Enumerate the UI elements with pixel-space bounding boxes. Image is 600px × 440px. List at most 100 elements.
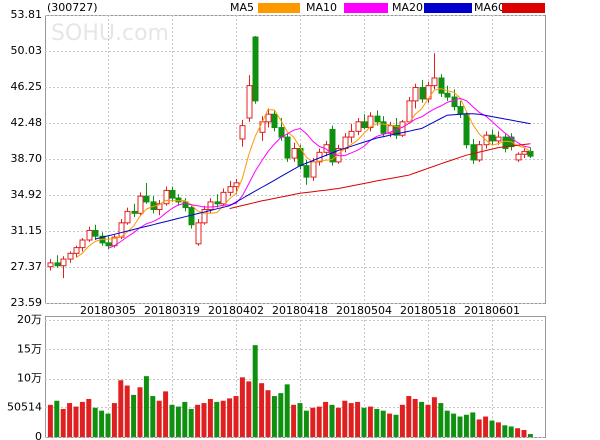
volume-bar [387, 413, 393, 437]
y-tick-label: 53.81 [11, 8, 43, 21]
volume-bar [156, 400, 162, 437]
volume-bar [124, 385, 130, 437]
volume-bar [527, 434, 533, 437]
volume-bar [355, 401, 361, 437]
candle-body [463, 113, 470, 146]
candle-body [60, 258, 67, 267]
x-tick-label: 20180305 [80, 304, 136, 317]
volume-bar [291, 404, 297, 437]
candle-body [291, 148, 298, 159]
legend-label: MA10 [306, 1, 337, 14]
legend-label: MA20 [392, 1, 423, 14]
ma-line [75, 88, 531, 259]
volume-bar [380, 410, 386, 437]
volume-bar [367, 406, 373, 437]
y-tick-label: 23.59 [11, 296, 43, 309]
candle-body [361, 121, 368, 129]
candle-body [137, 195, 144, 214]
y-tick-label: 46.25 [11, 80, 43, 93]
volume-bar [470, 412, 476, 437]
volume-bar [303, 410, 309, 437]
volume-bar [150, 396, 156, 437]
volume-bar [118, 380, 124, 437]
candle-body [329, 128, 336, 163]
candle-body [431, 77, 438, 87]
volume-bar [86, 398, 92, 437]
legend-swatch [502, 3, 545, 13]
y-tick-label: 20万 [17, 313, 42, 326]
x-tick-label: 20180402 [208, 304, 264, 317]
candle-body [406, 100, 413, 123]
candle-body [515, 153, 522, 161]
x-tick-label: 20180518 [400, 304, 456, 317]
candle-body [54, 262, 61, 267]
volume-bar [214, 401, 220, 437]
volume-bar [246, 381, 252, 437]
candle-body [348, 130, 355, 138]
volume-bar [399, 404, 405, 437]
stock-code: (300727) [47, 1, 98, 14]
ma-line [95, 113, 531, 240]
candle-body [239, 125, 246, 140]
volume-bar [201, 403, 207, 437]
candle-body [303, 165, 310, 178]
volume-bar [175, 406, 181, 437]
candle-body [195, 222, 202, 245]
candle-body [188, 207, 195, 226]
candle-body [355, 121, 362, 132]
volume-bar [188, 408, 194, 437]
candle-body [124, 210, 131, 224]
volume-bar [495, 422, 501, 437]
volume-bar [310, 407, 316, 437]
volume-bar [515, 428, 521, 437]
candle-body [79, 239, 86, 249]
volume-frame [45, 316, 546, 438]
volume-bar [425, 404, 431, 437]
y-tick-label: 42.48 [11, 116, 43, 129]
volume-bar [502, 425, 508, 437]
candle-body [457, 106, 464, 115]
legend-swatch [424, 3, 472, 13]
y-tick-label: 34.92 [11, 188, 43, 201]
volume-bar [361, 407, 367, 437]
candle-body [521, 150, 528, 155]
volume-bar [316, 406, 322, 437]
x-tick-label: 20180418 [272, 304, 328, 317]
volume-bar [412, 398, 418, 437]
candle-body [67, 252, 74, 260]
watermark: SOHU.com [51, 21, 169, 46]
volume-bar [137, 387, 143, 437]
volume-bar [131, 394, 137, 437]
volume-bar [239, 377, 245, 437]
y-tick-label: 38.70 [11, 152, 43, 165]
volume-bar [99, 410, 105, 437]
ma-line [107, 97, 531, 249]
candle-body [220, 191, 227, 205]
volume-bar [335, 407, 341, 437]
candle-body [387, 125, 394, 134]
volume-bar [278, 393, 284, 437]
volume-bar [406, 396, 412, 437]
volume-bar [105, 413, 111, 437]
volume-bar [47, 404, 53, 437]
volume-bar [143, 376, 149, 437]
volume-bar [60, 408, 66, 437]
legend-label: MA5 [230, 1, 254, 14]
candle-body [169, 189, 176, 199]
volume-bar [323, 401, 329, 437]
volume-bar [169, 404, 175, 437]
legend-swatch [344, 3, 388, 13]
candle-body [207, 201, 214, 211]
candle-body [438, 77, 445, 94]
y-tick-label: 27.37 [11, 260, 43, 273]
candle-body [419, 87, 426, 100]
y-tick-label: 0 [35, 430, 42, 440]
volume-bar [444, 410, 450, 437]
volume-bar [419, 401, 425, 437]
x-tick-label: 20180504 [336, 304, 392, 317]
volume-bar [265, 390, 271, 437]
candle-body [246, 85, 253, 119]
volume-bar [163, 391, 169, 437]
volume-bar [182, 401, 188, 437]
